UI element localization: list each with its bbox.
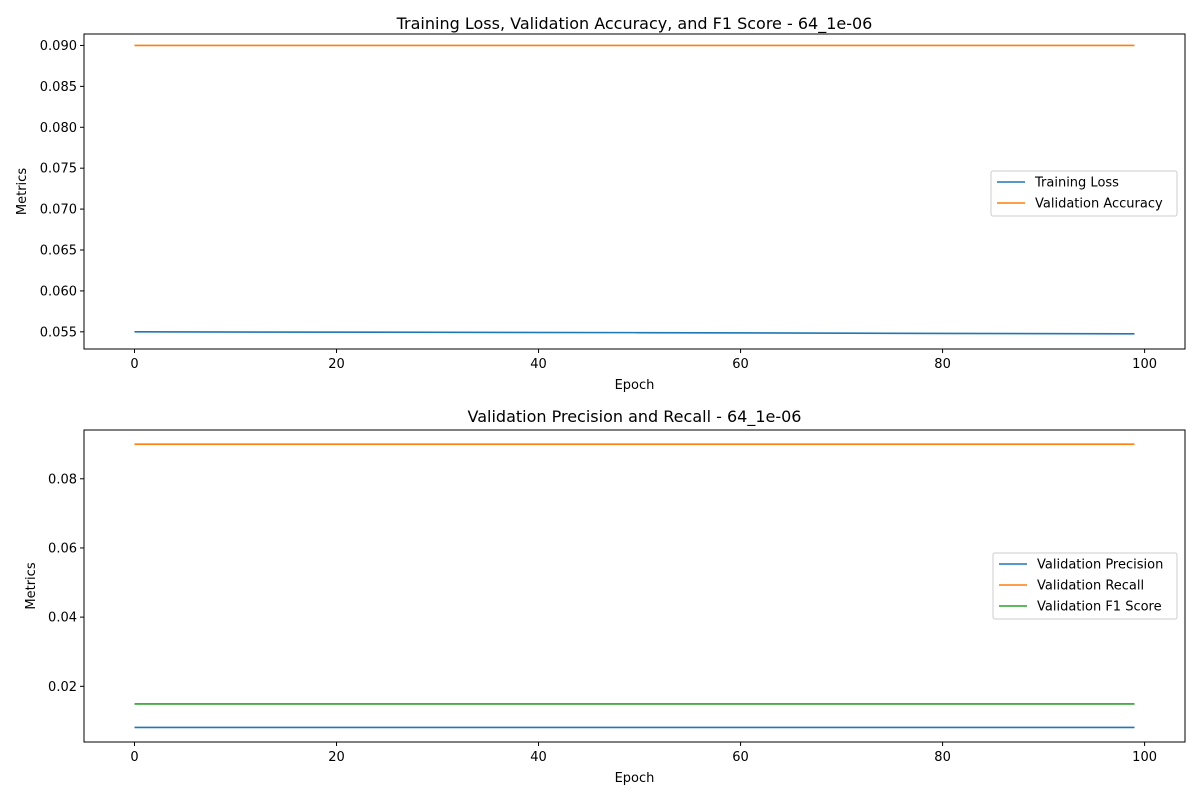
x-tick-label: 20: [328, 357, 345, 372]
series-line-training-loss: [134, 331, 1135, 335]
x-tick-label: 60: [732, 357, 749, 372]
chart-2-series: [134, 443, 1135, 729]
legend-label: Training Loss: [1034, 176, 1119, 191]
legend-box: [992, 552, 1178, 620]
legend-box: [990, 170, 1178, 217]
legend-label: Validation F1 Score: [1037, 600, 1162, 615]
y-tick-label: 0.02: [48, 680, 77, 695]
chart-1-series: [134, 44, 1135, 335]
x-tick-label: 60: [732, 750, 749, 765]
chart-1-title: Training Loss, Validation Accuracy, and …: [396, 14, 873, 34]
y-tick-label: 0.070: [40, 203, 77, 218]
x-tick-label: 0: [130, 750, 138, 765]
legend-label: Validation Recall: [1037, 579, 1144, 594]
chart-2: Validation Precision and Recall - 64_1e-…: [24, 407, 1186, 786]
x-tick-label: 40: [530, 750, 547, 765]
y-tick-label: 0.085: [40, 80, 77, 95]
chart-1-y-ticks: 0.055 0.060 0.065 0.070 0.075 0.080 0.085 0.090: [40, 39, 84, 340]
x-tick-label: 40: [530, 357, 547, 372]
chart-2-y-axis-label: Metrics: [24, 562, 39, 609]
chart-2-y-ticks: 0.02 0.04 0.06 0.08: [48, 472, 84, 695]
y-tick-label: 0.06: [48, 541, 77, 556]
chart-1-y-axis-label: Metrics: [15, 168, 30, 215]
x-tick-label: 80: [934, 750, 951, 765]
x-tick-label: 20: [328, 750, 345, 765]
y-tick-label: 0.075: [40, 162, 77, 177]
y-tick-label: 0.08: [48, 472, 77, 487]
chart-2-x-axis-label: Epoch: [615, 771, 655, 786]
y-tick-label: 0.060: [40, 284, 77, 299]
chart-2-title: Validation Precision and Recall - 64_1e-…: [468, 407, 802, 427]
x-tick-label: 100: [1132, 750, 1157, 765]
y-tick-label: 0.04: [48, 611, 77, 626]
legend-label: Validation Precision: [1037, 558, 1163, 573]
chart-1-plot-area: [83, 33, 1186, 350]
legend-label: Validation Accuracy: [1035, 197, 1163, 212]
chart-2-x-ticks: 0 20 40 60 80 100: [130, 742, 1157, 765]
y-tick-label: 0.080: [40, 121, 77, 136]
chart-2-legend: Validation Precision Validation Recall Val…: [992, 552, 1178, 620]
chart-1: Training Loss, Validation Accuracy, and …: [15, 14, 1186, 393]
y-tick-label: 0.055: [40, 325, 77, 340]
x-tick-label: 100: [1132, 357, 1157, 372]
chart-1-x-ticks: 0 20 40 60 80 100: [130, 349, 1157, 372]
chart-1-x-axis-label: Epoch: [615, 378, 655, 393]
chart-2-plot-area: [83, 429, 1186, 743]
y-tick-label: 0.090: [40, 39, 77, 54]
chart-1-legend: Training Loss Validation Accuracy: [990, 170, 1178, 217]
x-tick-label: 80: [934, 357, 951, 372]
x-tick-label: 0: [130, 357, 138, 372]
y-tick-label: 0.065: [40, 244, 77, 259]
